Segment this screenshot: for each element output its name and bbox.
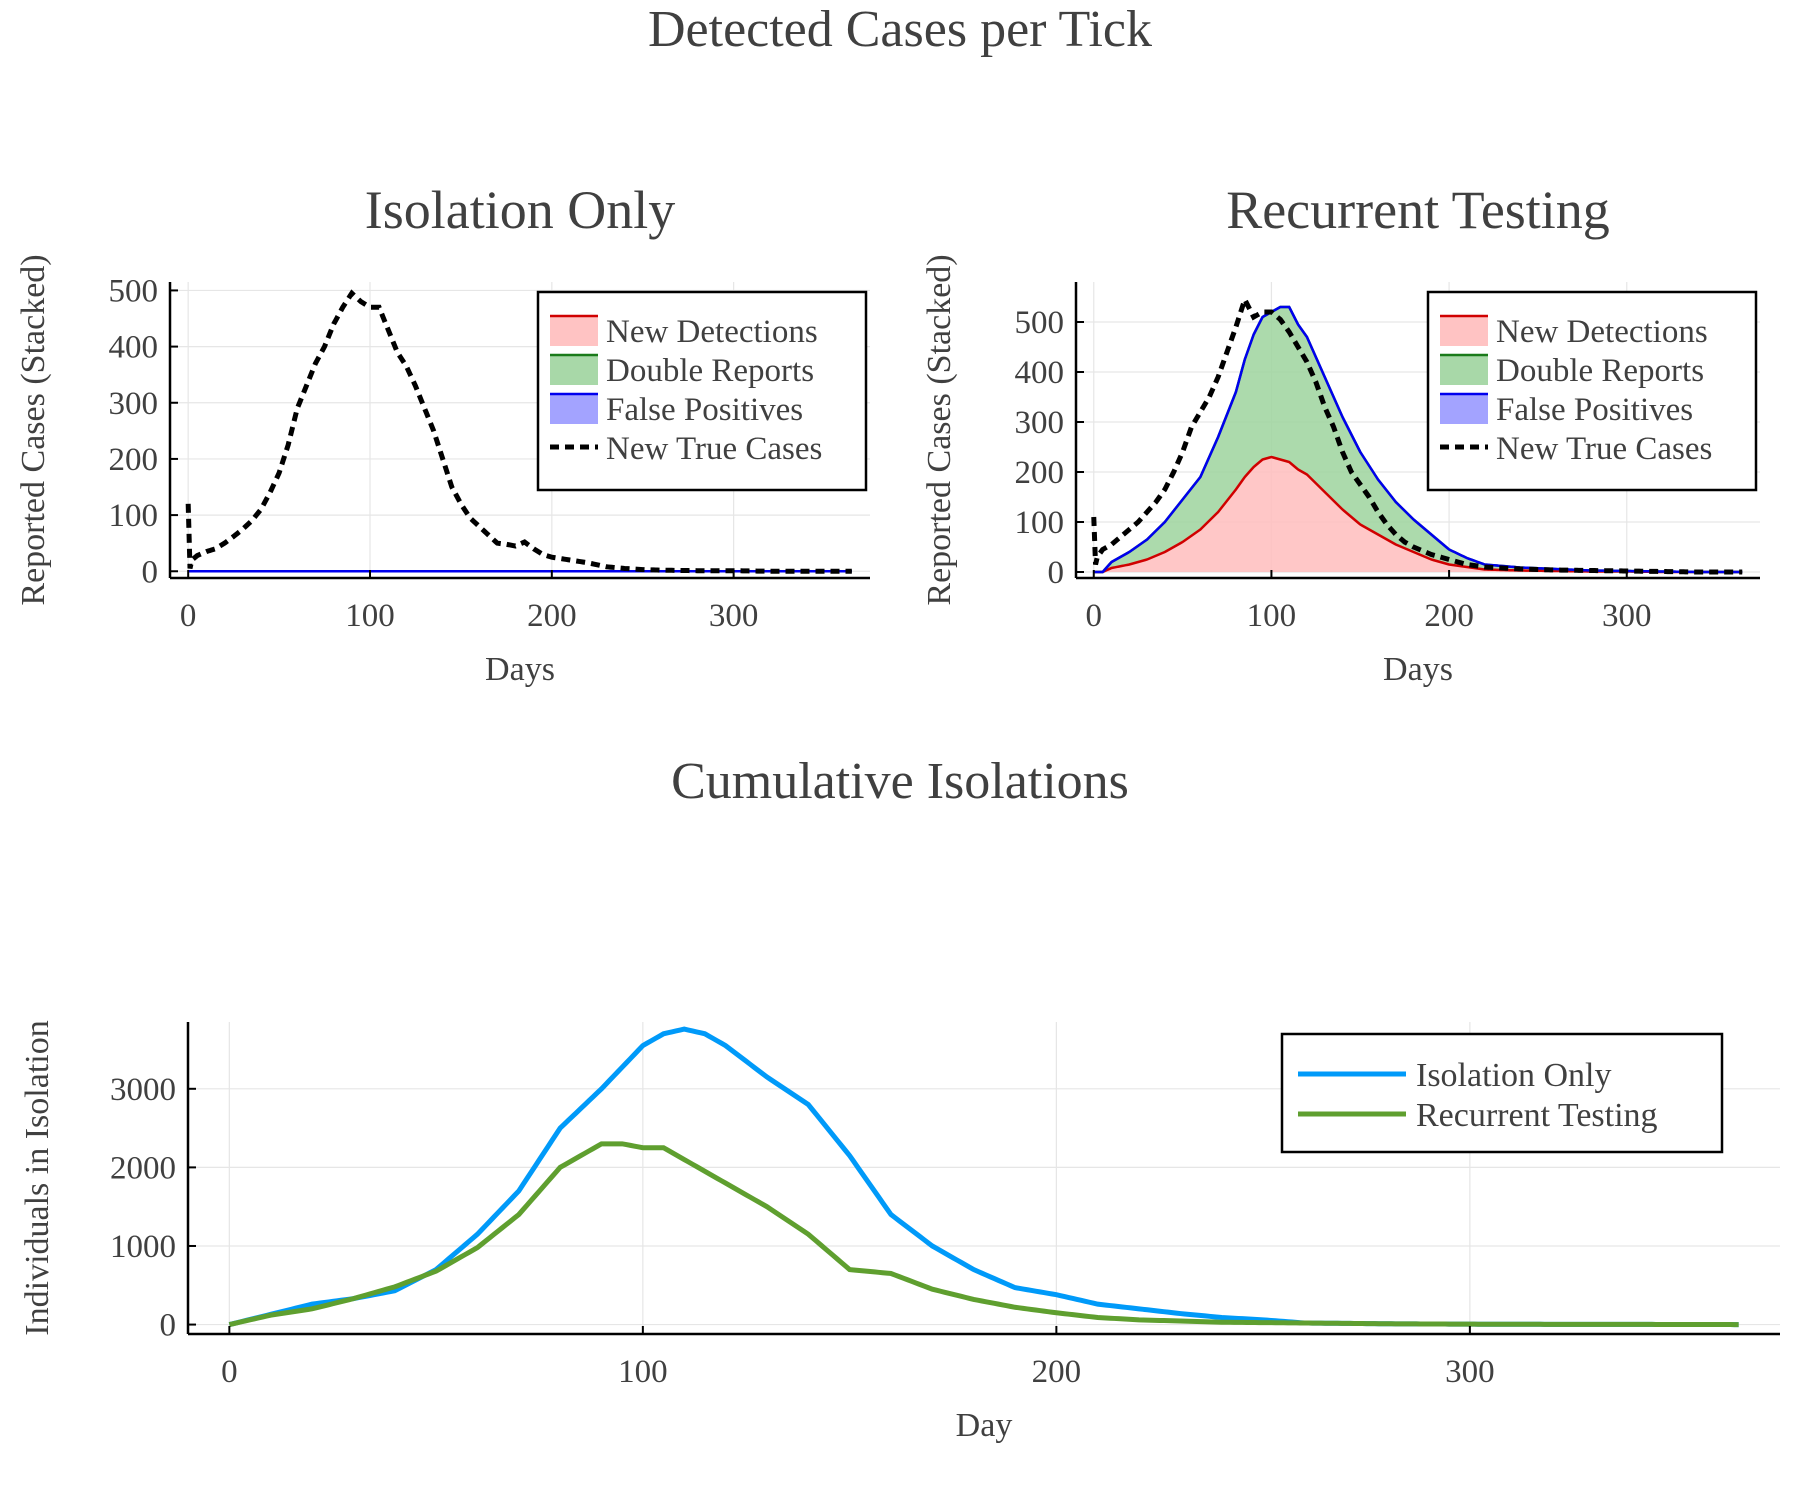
x-tick-label: 100 <box>1247 598 1297 634</box>
legend-swatch-fill <box>550 355 598 385</box>
figure-title: Detected Cases per Tick <box>647 1 1152 58</box>
series-new-detections-area <box>1093 457 1743 572</box>
y-tick-label: 2000 <box>110 1150 176 1186</box>
y-axis-label: Reported Cases (Stacked) <box>921 254 958 605</box>
legend-label: False Positives <box>606 392 803 428</box>
x-tick-label: 300 <box>1602 598 1652 634</box>
legend-label: Double Reports <box>1496 353 1704 389</box>
y-tick-label: 0 <box>160 1308 177 1344</box>
y-axis-label: Individuals in Isolation <box>19 1020 56 1335</box>
x-axis-label: Day <box>956 1407 1013 1444</box>
chart-title: Isolation Only <box>365 180 675 240</box>
y-tick-label: 0 <box>1048 555 1065 591</box>
legend-label: Isolation Only <box>1416 1057 1611 1094</box>
y-tick-label: 200 <box>1015 455 1065 491</box>
series-line-recurrent-testing <box>228 1141 1739 1328</box>
y-tick-label: 3000 <box>110 1072 176 1108</box>
legend-swatch-fill <box>1440 394 1488 424</box>
x-tick-label: 0 <box>1086 598 1103 634</box>
cumulative-chart-title: Cumulative Isolations <box>671 753 1129 810</box>
y-tick-label: 200 <box>109 442 159 478</box>
legend-label: New Detections <box>606 314 818 350</box>
x-axis-label: Days <box>485 651 555 688</box>
y-tick-label: 300 <box>109 386 159 422</box>
legend-label: New True Cases <box>1496 431 1712 467</box>
x-tick-label: 0 <box>221 1354 238 1390</box>
legend-box <box>1280 1032 1724 1154</box>
y-tick-label: 400 <box>109 330 159 366</box>
x-tick-label: 200 <box>1032 1354 1082 1390</box>
y-tick-label: 500 <box>109 273 159 309</box>
y-tick-label: 0 <box>142 554 159 590</box>
y-tick-label: 400 <box>1015 355 1065 391</box>
series-false-positives-line <box>1093 305 1743 574</box>
legend-label: Double Reports <box>606 353 814 389</box>
y-axis-label: Reported Cases (Stacked) <box>15 254 52 605</box>
x-tick-label: 100 <box>345 598 395 634</box>
series-new-true-cases-line <box>1091 292 1743 575</box>
x-tick-label: 200 <box>527 598 577 634</box>
chart-0: Isolation Only 0 100 200 300 0 100 200 300 400 500… <box>15 180 870 688</box>
x-tick-label: 300 <box>1445 1354 1495 1390</box>
y-tick-label: 100 <box>109 498 159 534</box>
legend-swatch-fill <box>1440 355 1488 385</box>
series-double-reports-area <box>1093 307 1743 572</box>
chart-title: Recurrent Testing <box>1226 180 1610 240</box>
legend-swatch-fill <box>1440 316 1488 346</box>
x-tick-label: 100 <box>618 1354 668 1390</box>
data-layer <box>1091 292 1743 575</box>
legend-swatch-fill <box>550 316 598 346</box>
x-tick-label: 200 <box>1424 598 1474 634</box>
legend-swatch-fill <box>550 394 598 424</box>
legend-label: New True Cases <box>606 431 822 467</box>
legend-label: Recurrent Testing <box>1416 1097 1658 1134</box>
y-tick-label: 500 <box>1015 305 1065 341</box>
data-layer <box>228 1026 1739 1328</box>
series-new-true-cases-line <box>185 289 852 574</box>
y-tick-label: 100 <box>1015 505 1065 541</box>
y-tick-label: 300 <box>1015 405 1065 441</box>
x-tick-label: 300 <box>709 598 759 634</box>
chart-1: Recurrent Testing 0 100 200 300 0 100 200 300 400… <box>921 180 1760 688</box>
y-tick-label: 1000 <box>110 1229 176 1265</box>
data-layer <box>185 289 852 574</box>
legend-label: False Positives <box>1496 392 1693 428</box>
x-axis-label: Days <box>1383 651 1453 688</box>
x-tick-label: 0 <box>180 598 197 634</box>
legend-label: New Detections <box>1496 314 1708 350</box>
